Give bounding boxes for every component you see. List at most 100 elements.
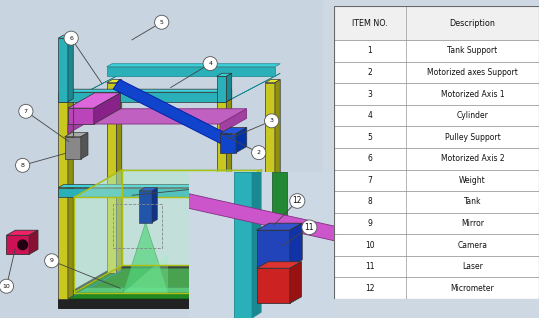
Polygon shape [226,73,280,102]
Polygon shape [257,223,302,230]
Polygon shape [6,235,29,254]
Text: 10: 10 [3,284,10,289]
Text: Description: Description [450,19,495,28]
Polygon shape [236,128,247,153]
Polygon shape [226,266,284,308]
Polygon shape [220,134,236,153]
Polygon shape [65,137,81,159]
Circle shape [232,177,246,191]
Polygon shape [290,223,302,267]
Polygon shape [226,184,232,197]
Polygon shape [58,102,68,299]
Polygon shape [257,230,290,267]
Polygon shape [152,188,157,223]
Text: 4: 4 [208,61,212,66]
Polygon shape [189,194,340,242]
Circle shape [64,31,78,45]
Polygon shape [29,230,38,254]
Bar [334,169,539,191]
Polygon shape [58,89,232,92]
Circle shape [265,114,279,128]
Text: 4: 4 [368,111,372,120]
Polygon shape [122,170,261,265]
Text: 9: 9 [50,258,54,263]
Text: Pulley Support: Pulley Support [445,133,500,142]
Polygon shape [213,170,261,293]
Polygon shape [217,76,226,102]
Text: ITEM NO.: ITEM NO. [352,19,388,28]
Polygon shape [68,93,121,108]
Text: 8: 8 [368,197,372,206]
Polygon shape [65,268,280,299]
Polygon shape [68,109,247,124]
Polygon shape [58,188,226,197]
Polygon shape [68,109,95,134]
Circle shape [290,194,305,208]
Polygon shape [58,99,73,102]
Polygon shape [226,270,280,299]
Circle shape [16,158,30,172]
Polygon shape [272,172,287,245]
Text: 3: 3 [270,118,274,123]
Text: 5: 5 [368,133,372,142]
Polygon shape [113,80,226,143]
Polygon shape [68,270,122,299]
Polygon shape [217,99,232,102]
Polygon shape [257,262,301,268]
Text: Tank Support: Tank Support [447,46,497,55]
Text: 6: 6 [69,36,73,41]
Polygon shape [123,223,168,293]
Text: 2: 2 [368,68,372,77]
Polygon shape [94,93,121,124]
Polygon shape [252,166,261,318]
Polygon shape [217,102,226,299]
Text: 3: 3 [368,90,372,99]
Polygon shape [189,172,340,318]
Polygon shape [65,133,88,137]
Circle shape [19,104,33,118]
Polygon shape [78,287,219,293]
Text: 11: 11 [305,223,314,232]
Text: 2: 2 [257,150,261,155]
Bar [334,234,539,256]
Bar [334,62,539,83]
Circle shape [155,15,169,29]
Polygon shape [107,80,122,83]
Text: 9: 9 [368,219,372,228]
Polygon shape [234,172,252,318]
Text: 11: 11 [365,262,375,271]
Polygon shape [226,99,232,299]
Text: Weight: Weight [459,176,486,185]
Polygon shape [58,92,226,102]
Text: 1: 1 [237,182,241,187]
Text: Motorized axes Support: Motorized axes Support [427,68,518,77]
Polygon shape [220,128,247,134]
Text: 12: 12 [293,197,302,205]
Bar [334,105,539,126]
Polygon shape [68,99,73,299]
Polygon shape [107,83,116,273]
Polygon shape [265,80,280,83]
Polygon shape [81,133,88,159]
Text: Tank: Tank [464,197,481,206]
Polygon shape [220,134,233,146]
Polygon shape [74,197,213,293]
Polygon shape [290,262,301,303]
Polygon shape [220,109,247,134]
Polygon shape [58,38,68,102]
Bar [334,83,539,105]
Text: 5: 5 [160,20,164,25]
Polygon shape [58,184,232,188]
Polygon shape [74,170,122,293]
Polygon shape [265,83,275,273]
Polygon shape [58,299,226,308]
Circle shape [203,57,217,71]
Text: 10: 10 [365,240,375,250]
Circle shape [302,220,317,235]
Circle shape [18,240,27,250]
Bar [334,6,539,40]
Text: 7: 7 [24,109,28,114]
Text: 8: 8 [20,163,25,168]
Circle shape [0,279,13,293]
Polygon shape [275,80,280,273]
